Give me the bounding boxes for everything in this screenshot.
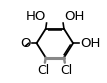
Text: OH: OH — [81, 37, 101, 50]
Text: OH: OH — [64, 10, 84, 23]
Text: Cl: Cl — [37, 64, 49, 77]
Text: Cl: Cl — [60, 64, 73, 77]
Text: HO: HO — [25, 10, 46, 23]
Text: O: O — [21, 37, 31, 50]
